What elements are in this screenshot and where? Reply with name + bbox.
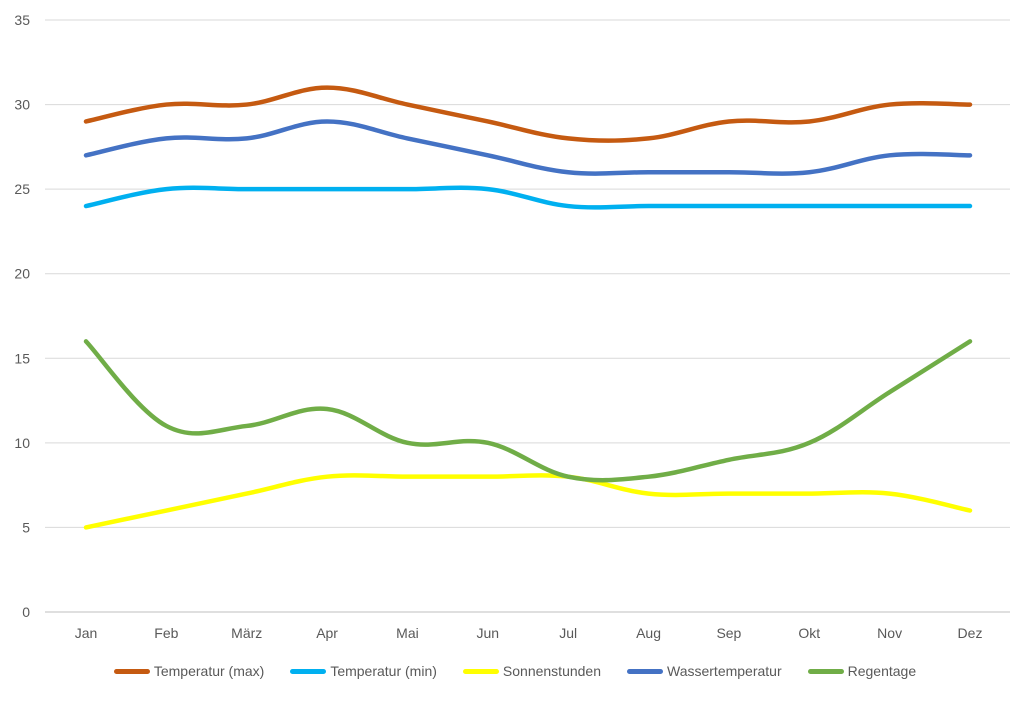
- y-axis-ticks: 0 5 10 15 20 25 30 35: [14, 12, 30, 620]
- y-tick-label: 10: [14, 435, 30, 451]
- x-tick-label: Dez: [958, 625, 983, 641]
- x-tick-label: Jan: [75, 625, 98, 641]
- series-lines: [83, 85, 973, 530]
- legend-item: Sonnenstunden: [462, 663, 601, 679]
- x-tick-label: Okt: [798, 625, 820, 641]
- legend-swatch: [290, 668, 327, 674]
- x-tick-label: Apr: [316, 625, 338, 641]
- x-tick-label: März: [231, 625, 262, 641]
- x-tick-label: Feb: [154, 625, 178, 641]
- y-tick-label: 20: [14, 266, 30, 282]
- series-line-2: [83, 473, 973, 530]
- series-line-1: [83, 185, 973, 210]
- series-line-4: [83, 339, 973, 483]
- y-tick-label: 35: [14, 12, 30, 28]
- x-tick-label: Aug: [636, 625, 661, 641]
- legend-item: Regentage: [807, 663, 917, 679]
- legend-item: Wassertemperatur: [627, 663, 782, 679]
- y-tick-label: 5: [22, 519, 30, 535]
- legend-swatch: [627, 668, 663, 674]
- series-line-0: [83, 85, 973, 143]
- x-axis-ticks: Jan Feb März Apr Mai Jun Jul Aug Sep Okt Nov Dez: [75, 625, 983, 641]
- legend-item: Temperatur (min): [290, 663, 437, 679]
- y-tick-label: 0: [22, 604, 30, 620]
- x-tick-label: Nov: [877, 625, 902, 641]
- x-tick-label: Mai: [396, 625, 419, 641]
- x-tick-label: Jul: [559, 625, 577, 641]
- legend: Temperatur (max) Temperatur (min) Sonnenst…: [0, 660, 1030, 682]
- legend-label: Regentage: [847, 663, 917, 679]
- legend-swatch: [462, 668, 499, 674]
- y-tick-label: 15: [14, 350, 30, 366]
- legend-label: Wassertemperatur: [667, 663, 782, 679]
- x-tick-label: Jun: [477, 625, 500, 641]
- legend-item: Temperatur (max): [113, 663, 265, 679]
- x-tick-label: Sep: [716, 625, 741, 641]
- legend-swatch: [807, 668, 844, 674]
- y-tick-label: 30: [14, 97, 30, 113]
- series-line-3: [83, 119, 973, 176]
- y-tick-label: 25: [14, 181, 30, 197]
- legend-label: Temperatur (max): [153, 663, 265, 679]
- legend-swatch: [113, 668, 150, 674]
- legend-label: Sonnenstunden: [502, 663, 601, 679]
- legend-label: Temperatur (min): [330, 663, 437, 679]
